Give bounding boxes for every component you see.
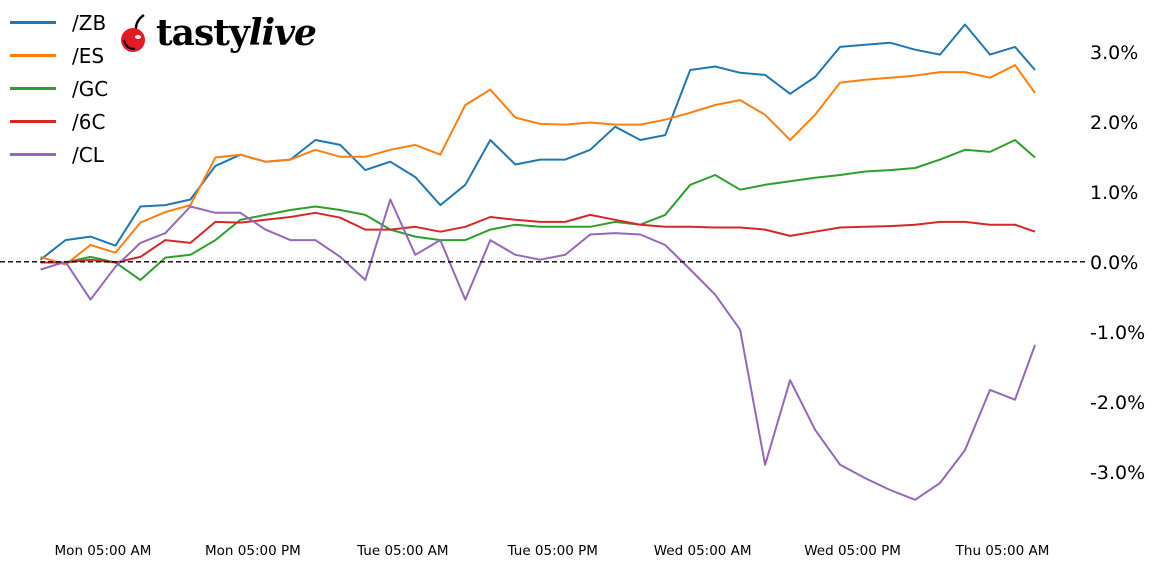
- legend-item-gc: /GC: [10, 72, 108, 105]
- legend-swatch: [10, 54, 56, 57]
- y-tick-label: -2.0%: [1090, 392, 1145, 414]
- x-tick-label: Thu 05:00 AM: [955, 543, 1050, 559]
- cherry-icon: [121, 13, 145, 52]
- legend-swatch: [10, 120, 56, 123]
- legend-swatch: [10, 153, 56, 156]
- x-tick-label: Wed 05:00 PM: [804, 543, 901, 559]
- y-tick-label: -1.0%: [1090, 322, 1145, 344]
- series-line-zb: [39, 23, 1036, 261]
- y-tick-label: 0.0%: [1090, 252, 1138, 274]
- x-tick-label: Tue 05:00 AM: [356, 543, 448, 559]
- legend-item-es: /ES: [10, 39, 108, 72]
- legend-swatch: [10, 87, 56, 90]
- series-line-es: [40, 64, 1036, 266]
- logo-text: tastylive: [156, 12, 317, 54]
- y-tick-label: 3.0%: [1090, 42, 1138, 64]
- legend-label: /6C: [72, 109, 106, 134]
- legend-label: /ZB: [72, 10, 107, 35]
- tastylive-logo: tastylive: [118, 12, 317, 54]
- y-tick-label: 1.0%: [1090, 182, 1138, 204]
- legend-item-cl: /CL: [10, 138, 108, 171]
- logo-text-upright: tasty: [156, 12, 250, 54]
- series-line-6c: [40, 211, 1036, 264]
- legend-label: /GC: [72, 76, 109, 101]
- legend: /ZB /ES /GC /6C /CL: [10, 6, 108, 171]
- series-line-gc: [40, 139, 1036, 281]
- x-axis: Mon 05:00 AM Mon 05:00 PM Tue 05:00 AM Tue …: [55, 543, 1050, 559]
- legend-label: /ES: [72, 43, 105, 68]
- logo-text-italic: live: [248, 12, 317, 54]
- series-layer: [39, 23, 1036, 501]
- y-tick-label: 2.0%: [1090, 112, 1138, 134]
- legend-item-zb: /ZB: [10, 6, 108, 39]
- legend-label: /CL: [72, 142, 104, 167]
- x-tick-label: Mon 05:00 PM: [205, 543, 301, 559]
- y-tick-label: -3.0%: [1090, 462, 1145, 484]
- y-axis: 3.0% 2.0% 1.0% 0.0% -1.0% -2.0% -3.0%: [1090, 42, 1145, 484]
- legend-item-6c: /6C: [10, 105, 108, 138]
- series-line-cl: [40, 198, 1036, 501]
- legend-swatch: [10, 21, 56, 24]
- x-tick-label: Tue 05:00 PM: [507, 543, 598, 559]
- x-tick-label: Wed 05:00 AM: [654, 543, 752, 559]
- x-tick-label: Mon 05:00 AM: [55, 543, 152, 559]
